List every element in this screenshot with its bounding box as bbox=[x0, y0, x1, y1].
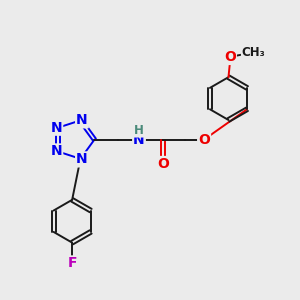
Text: O: O bbox=[198, 133, 210, 147]
Text: O: O bbox=[224, 50, 236, 64]
Text: F: F bbox=[68, 256, 77, 270]
Text: N: N bbox=[51, 145, 62, 158]
Text: N: N bbox=[133, 133, 145, 147]
Text: H: H bbox=[134, 124, 143, 136]
Text: N: N bbox=[51, 121, 62, 135]
Text: CH₃: CH₃ bbox=[242, 46, 266, 59]
Text: O: O bbox=[158, 157, 169, 171]
Text: N: N bbox=[76, 152, 88, 167]
Text: N: N bbox=[76, 113, 88, 128]
